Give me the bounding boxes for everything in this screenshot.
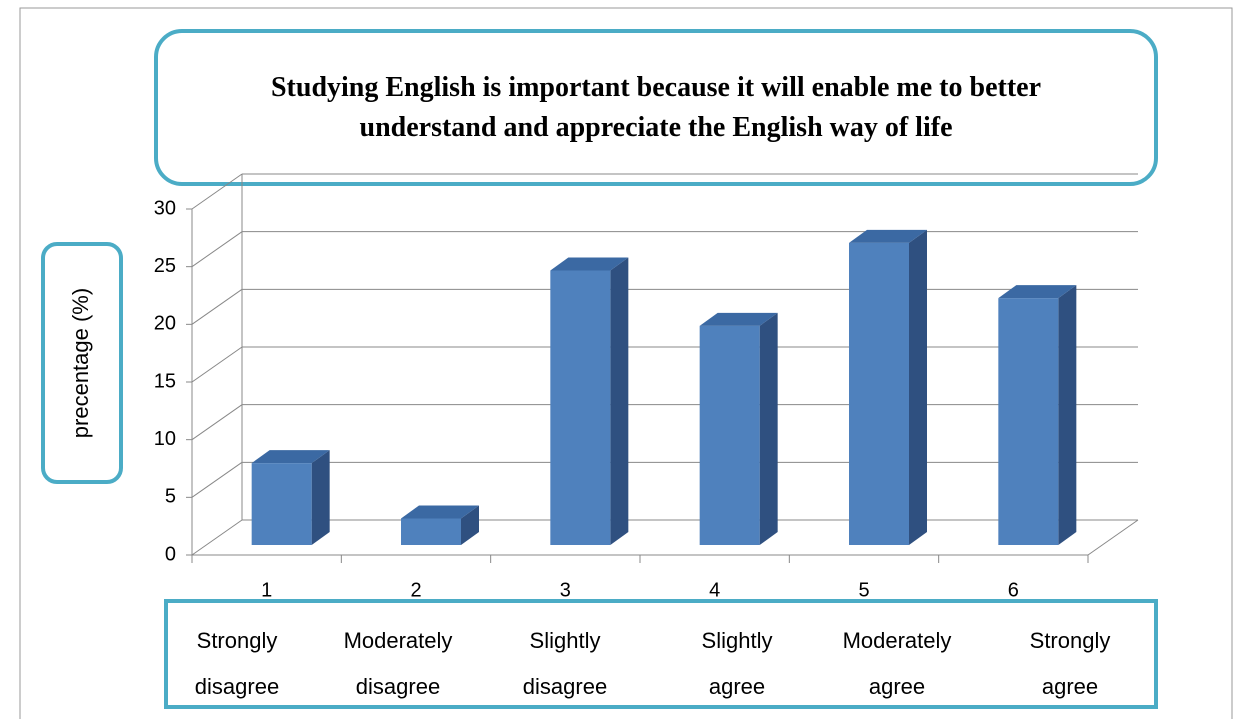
bar-front xyxy=(550,270,611,545)
x-tick-label: 3 xyxy=(560,579,571,601)
grid-line xyxy=(191,404,243,441)
x-tick-label: 5 xyxy=(858,579,869,601)
y-tick-label: 30 xyxy=(154,197,176,219)
title-box xyxy=(154,29,1158,186)
x-tick-label: 2 xyxy=(410,579,421,601)
scale-label: Slightly disagree xyxy=(522,628,608,699)
bar-top xyxy=(699,312,778,326)
bar-side xyxy=(461,505,479,545)
grid-line xyxy=(191,288,243,325)
grid-line xyxy=(191,173,243,210)
y-label-box xyxy=(41,242,123,484)
bar xyxy=(251,450,330,545)
bar-side xyxy=(1058,285,1077,545)
grid-line xyxy=(191,519,243,556)
bar-front xyxy=(401,518,461,545)
scale-label: Strongly agree xyxy=(1029,628,1111,699)
bar-side xyxy=(909,229,927,545)
bar xyxy=(401,505,479,545)
y-tick-label: 20 xyxy=(154,313,176,335)
y-tick-label: 10 xyxy=(154,428,176,450)
grid-line xyxy=(191,231,243,268)
scale-label: Moderately agree xyxy=(842,628,952,699)
scale-box xyxy=(164,599,1158,709)
bar-side xyxy=(759,312,778,545)
bar-side xyxy=(610,257,629,545)
y-tick-label: 15 xyxy=(154,370,176,392)
x-tick-label: 1 xyxy=(261,579,272,601)
bar-front xyxy=(699,325,760,545)
grid-line xyxy=(191,461,243,498)
scale-label: Slightly agree xyxy=(701,628,773,699)
y-tick-label: 25 xyxy=(154,255,176,277)
bar-front xyxy=(849,242,909,545)
grid-line xyxy=(191,346,243,383)
frame xyxy=(19,7,1233,719)
bar-top xyxy=(998,285,1077,299)
x-tick-label: 4 xyxy=(709,579,720,601)
bar-top xyxy=(251,450,330,464)
x-tick-label: 6 xyxy=(1008,579,1019,601)
y-tick-label: 5 xyxy=(165,486,176,508)
bar xyxy=(699,312,778,545)
scale-label: Moderately disagree xyxy=(343,628,453,699)
bar xyxy=(998,285,1077,545)
scale-label: Strongly disagree xyxy=(194,628,280,699)
bar-front xyxy=(998,298,1059,545)
floor-edge xyxy=(1087,519,1139,556)
bar-top xyxy=(849,229,927,243)
bar-top xyxy=(401,505,479,519)
bar-side xyxy=(311,450,330,545)
chart-title: Studying English is important because it… xyxy=(270,72,1041,143)
bar-top xyxy=(550,257,629,271)
bar xyxy=(550,257,629,545)
y-tick-label: 0 xyxy=(165,543,176,565)
bar-front xyxy=(251,463,312,545)
bar xyxy=(849,229,927,545)
y-axis-label: precentage (%) xyxy=(68,288,93,438)
